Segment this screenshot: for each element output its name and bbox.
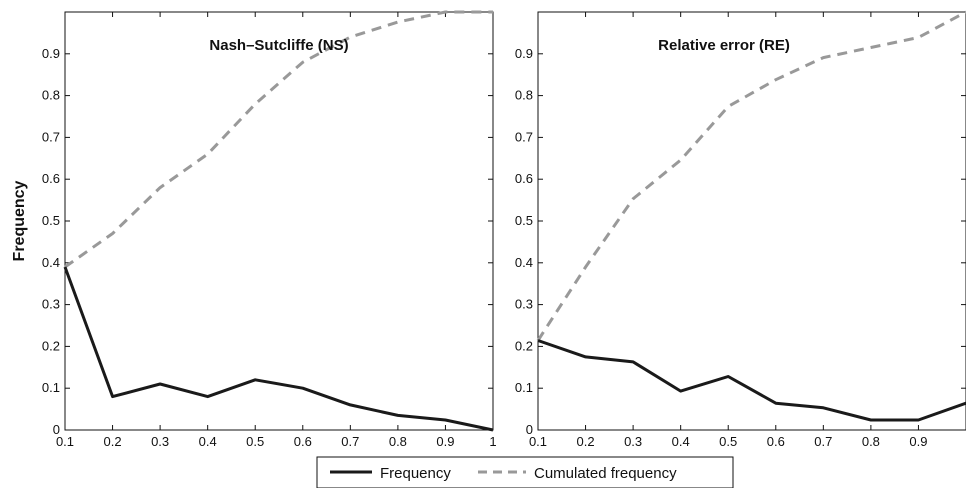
legend-label-frequency: Frequency [380, 465, 451, 482]
y-tick-label: 0.9 [515, 46, 533, 61]
y-tick-label: 0.5 [515, 213, 533, 228]
series-frequency-line [63, 266, 494, 432]
legend: Frequency Cumulated frequency [316, 456, 734, 488]
x-tick-label: 0.3 [151, 434, 169, 449]
y-tick-label: 0.7 [515, 129, 533, 144]
series-cumulated-line [64, 10, 493, 269]
y-tick-label: 0.1 [515, 380, 533, 395]
y-tick-label: 0.6 [515, 171, 533, 186]
x-tick-label: 1 [489, 434, 496, 449]
x-tick-label: 0.4 [199, 434, 217, 449]
y-tick-label: 0.8 [515, 88, 533, 103]
y-tick-label: 0.8 [42, 88, 60, 103]
y-tick-label: 0.4 [515, 255, 533, 270]
x-tick-label: 0.1 [529, 434, 547, 449]
x-tick-label: 0.1 [56, 434, 74, 449]
y-tick-label: 0.2 [42, 338, 60, 353]
x-tick-label: 0.4 [672, 434, 690, 449]
x-tick-label: 0.5 [246, 434, 264, 449]
x-tick-label: 0.6 [767, 434, 785, 449]
y-tick-label: 0.2 [515, 338, 533, 353]
y-tick-label: 0.3 [515, 297, 533, 312]
y-axis-label: Frequency [11, 180, 28, 261]
x-tick-label: 0.9 [436, 434, 454, 449]
y-tick-label: 0.3 [42, 297, 60, 312]
y-tick-label: 0 [53, 422, 60, 437]
panel-relative-error: 00.10.20.30.40.50.60.70.80.90.1 0.2 0.3 0.4… [515, 10, 966, 449]
series-frequency-line [537, 339, 966, 422]
panel-title: Nash–Sutcliffe (NS) [209, 37, 348, 54]
x-tick-label: 0.2 [104, 434, 122, 449]
axes-frame [64, 11, 494, 431]
x-tick-label: 0.5 [719, 434, 737, 449]
x-tick-label: 0.6 [294, 434, 312, 449]
y-tick-label: 0 [526, 422, 533, 437]
x-tick-label: 0.8 [389, 434, 407, 449]
panel-nash-sutcliffe: 00.10.20.30.40.50.60.70.80.90.1 0.2 0.3 0.4… [42, 10, 497, 449]
y-tick-label: 0.1 [42, 380, 60, 395]
x-tick-label: 0.7 [341, 434, 359, 449]
legend-label-cumulated: Cumulated frequency [534, 465, 677, 482]
series-cumulated-line [536, 10, 966, 342]
y-tick-label: 0.4 [42, 255, 60, 270]
x-tick-label: 0.8 [862, 434, 880, 449]
y-tick-label: 0.5 [42, 213, 60, 228]
panel-title: Relative error (RE) [658, 37, 790, 54]
axes-frame [537, 11, 966, 431]
x-tick-label: 0.9 [909, 434, 927, 449]
y-tick-label: 0.9 [42, 46, 60, 61]
x-tick-label: 0.7 [814, 434, 832, 449]
x-tick-label: 0.3 [624, 434, 642, 449]
y-tick-label: 0.6 [42, 171, 60, 186]
y-tick-label: 0.7 [42, 129, 60, 144]
x-tick-label: 0.2 [577, 434, 595, 449]
